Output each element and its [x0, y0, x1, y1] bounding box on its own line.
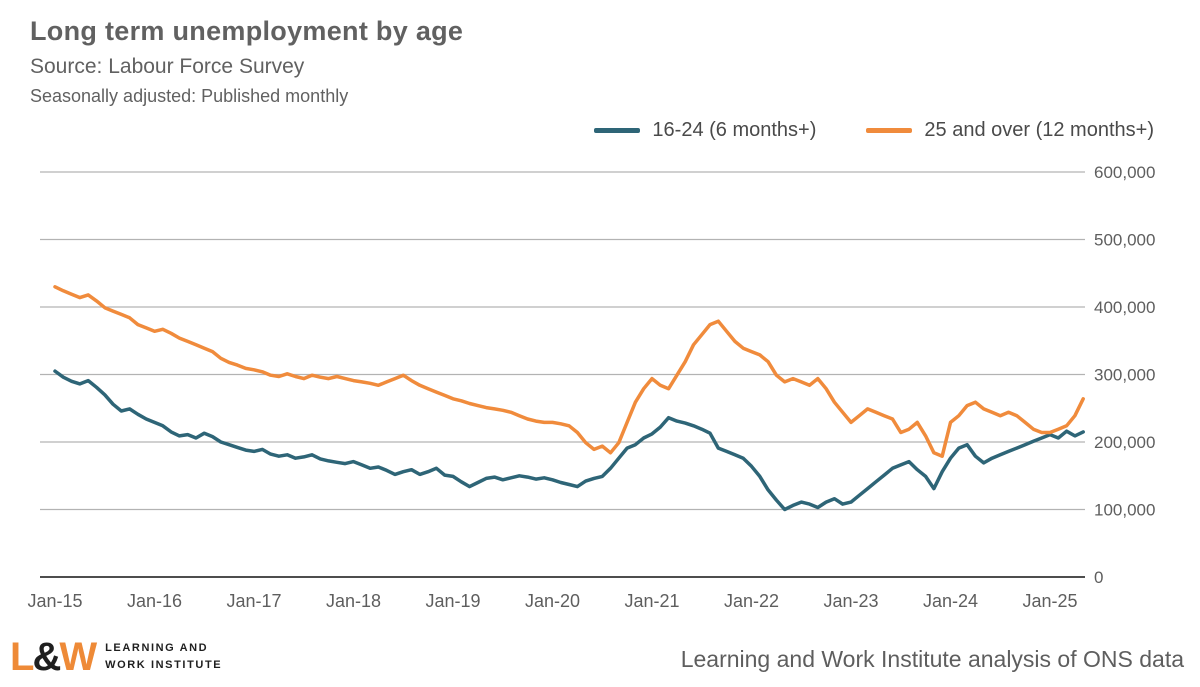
y-axis-tick-label: 300,000 [1094, 366, 1155, 385]
logo-caption: LEARNING AND WORK INSTITUTE [105, 640, 222, 674]
y-axis-tick-label: 200,000 [1094, 433, 1155, 452]
x-axis-tick-label: Jan-17 [226, 591, 281, 611]
logo-letter-w: W [59, 635, 97, 679]
logo-caption-line1: LEARNING AND [105, 641, 209, 654]
x-axis-tick-label: Jan-21 [624, 591, 679, 611]
x-axis-tick-label: Jan-25 [1022, 591, 1077, 611]
logo-ampersand: & [32, 635, 61, 679]
y-axis-tick-label: 600,000 [1094, 163, 1155, 182]
y-axis-tick-label: 500,000 [1094, 231, 1155, 250]
chart-legend: 16-24 (6 months+) 25 and over (12 months… [594, 119, 1154, 142]
x-axis-tick-label: Jan-24 [923, 591, 978, 611]
lw-institute-logo: L&W LEARNING AND WORK INSTITUTE [10, 637, 222, 677]
logo-caption-line2: WORK INSTITUTE [105, 659, 223, 671]
chart-subtitle: Seasonally adjusted: Published monthly [30, 86, 349, 106]
y-axis-tick-label: 0 [1094, 568, 1103, 587]
x-axis-tick-label: Jan-16 [127, 591, 182, 611]
series-line-25-and-over [53, 285, 1085, 458]
legend-item-25-over: 25 and over (12 months+) [866, 119, 1154, 142]
x-axis-tick-label: Jan-22 [724, 591, 779, 611]
logo-letter-l: L [10, 635, 34, 679]
legend-swatch-teal-icon [594, 128, 641, 133]
legend-label-25-over: 25 and over (12 months+) [924, 119, 1154, 141]
chart-header: Long term unemployment by age Source: La… [30, 16, 463, 107]
y-axis-tick-label: 100,000 [1094, 501, 1155, 520]
series-line-16-24 [53, 369, 1085, 512]
attribution-text: Learning and Work Institute analysis of … [680, 646, 1184, 672]
chart-title: Long term unemployment by age [30, 16, 464, 46]
x-axis-tick-label: Jan-18 [326, 591, 381, 611]
legend-swatch-orange-icon [866, 128, 913, 133]
x-axis-tick-label: Jan-23 [823, 591, 878, 611]
x-axis-tick-label: Jan-20 [525, 591, 580, 611]
x-axis-tick-label: Jan-15 [27, 591, 82, 611]
chart-source: Source: Labour Force Survey [30, 55, 305, 78]
legend-label-16-24: 16-24 (6 months+) [652, 119, 817, 141]
legend-item-16-24: 16-24 (6 months+) [594, 119, 816, 142]
y-axis-tick-label: 400,000 [1094, 298, 1155, 317]
x-axis-tick-label: Jan-19 [425, 591, 480, 611]
lw-logo-icon: L&W [10, 635, 97, 679]
